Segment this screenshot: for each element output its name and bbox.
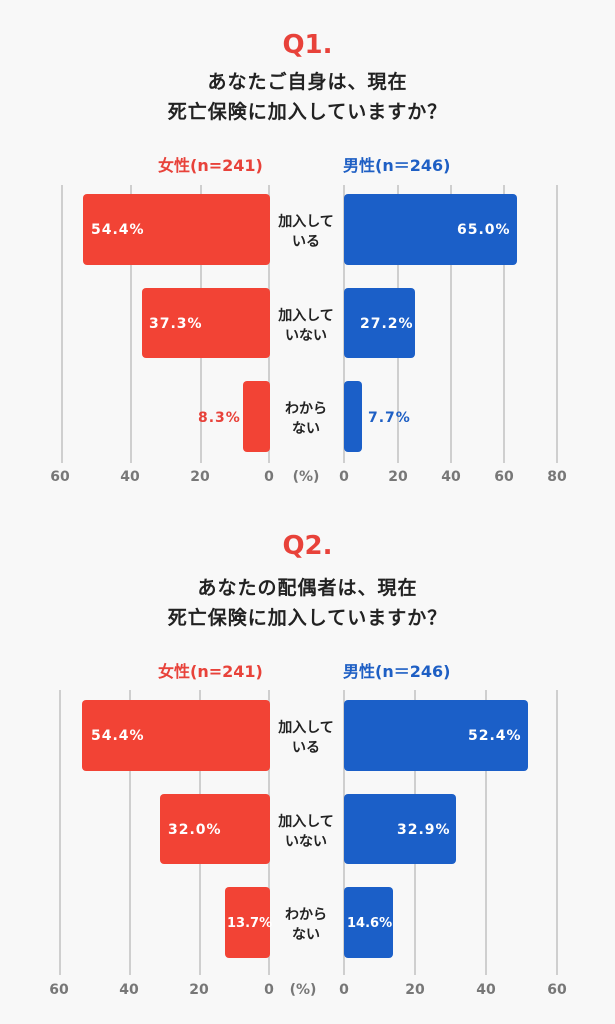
axis-tick: 40 xyxy=(120,469,140,485)
bar-female-unknown xyxy=(225,887,270,958)
legend-male: 男性(n＝246) xyxy=(343,662,451,681)
value-male-unknown: 7.7% xyxy=(368,410,411,426)
axis-tick: 0 xyxy=(264,469,274,485)
gridline xyxy=(485,690,487,975)
axis-tick: 20 xyxy=(189,982,209,998)
category-line: いない xyxy=(285,328,327,344)
bar-male-not-enrolled xyxy=(344,288,415,358)
axis-tick: 20 xyxy=(190,469,210,485)
category-line: わから xyxy=(285,907,327,923)
bar-female-enrolled xyxy=(83,194,270,265)
category-line: ない xyxy=(292,421,320,437)
value-female-not-enrolled: 32.0% xyxy=(168,822,222,838)
axis-tick: 40 xyxy=(476,982,496,998)
chart-q1: Q1. あなたご自身は、現在 死亡保険に加入していますか？ 女性(n=241) … xyxy=(0,0,615,510)
category-unknown: わから ない xyxy=(268,905,344,945)
gridline xyxy=(503,185,505,463)
legend-female: 女性(n=241) xyxy=(158,156,263,175)
axis-unit: (%) xyxy=(289,982,317,998)
category-enrolled: 加入して いる xyxy=(268,212,344,252)
category-line: 加入して xyxy=(278,214,334,230)
axis-unit: (%) xyxy=(292,469,320,485)
axis-tick: 60 xyxy=(49,982,69,998)
bar-female-enrolled xyxy=(82,700,270,771)
axis-tick: 80 xyxy=(547,469,567,485)
bar-female-unknown xyxy=(243,381,270,452)
value-female-unknown: 8.3% xyxy=(198,410,241,426)
axis-tick: 20 xyxy=(405,982,425,998)
value-female-enrolled: 54.4% xyxy=(91,222,145,238)
question-number: Q1. xyxy=(282,30,333,60)
category-line: わから xyxy=(285,401,327,417)
category-unknown: わから ない xyxy=(268,399,344,439)
question-line-1: あなたの配偶者は、現在 xyxy=(197,577,418,599)
value-female-enrolled: 54.4% xyxy=(91,728,145,744)
legend-male: 男性(n＝246) xyxy=(343,156,451,175)
axis-tick: 60 xyxy=(494,469,514,485)
question-line-2: 死亡保険に加入していますか？ xyxy=(167,101,448,123)
question-line-2: 死亡保険に加入していますか？ xyxy=(167,607,448,629)
gridline xyxy=(556,690,558,975)
category-line: 加入して xyxy=(278,720,334,736)
bar-male-enrolled xyxy=(344,194,517,265)
gridline xyxy=(556,185,558,463)
axis-tick: 40 xyxy=(119,982,139,998)
value-male-enrolled: 52.4% xyxy=(468,728,522,744)
gridline xyxy=(129,690,131,975)
category-not-enrolled: 加入して いない xyxy=(268,306,344,346)
gridline xyxy=(130,185,132,463)
bar-female-not-enrolled xyxy=(160,794,270,864)
category-line: 加入して xyxy=(278,308,334,324)
category-enrolled: 加入して いる xyxy=(268,718,344,758)
category-line: いる xyxy=(292,234,320,250)
axis-tick: 60 xyxy=(50,469,70,485)
value-male-not-enrolled: 27.2% xyxy=(360,316,414,332)
axis-tick: 60 xyxy=(547,982,567,998)
bar-male-unknown xyxy=(344,887,393,958)
value-male-not-enrolled: 32.9% xyxy=(397,822,451,838)
category-line: 加入して xyxy=(278,814,334,830)
bar-male-unknown xyxy=(344,381,362,452)
gridline xyxy=(450,185,452,463)
category-line: いない xyxy=(285,834,327,850)
value-male-unknown: 14.6% xyxy=(347,916,393,931)
bar-female-not-enrolled xyxy=(142,288,270,358)
bar-male-not-enrolled xyxy=(344,794,456,864)
axis-tick: 0 xyxy=(339,469,349,485)
axis-tick: 40 xyxy=(441,469,461,485)
value-male-enrolled: 65.0% xyxy=(457,222,511,238)
axis-tick: 20 xyxy=(388,469,408,485)
question-number: Q2. xyxy=(282,531,333,561)
axis-tick: 0 xyxy=(264,982,274,998)
bar-male-enrolled xyxy=(344,700,528,771)
axis-tick: 0 xyxy=(339,982,349,998)
value-female-unknown: 13.7% xyxy=(227,916,273,931)
question-line-1: あなたご自身は、現在 xyxy=(207,71,408,93)
gridline xyxy=(59,690,61,975)
category-not-enrolled: 加入して いない xyxy=(268,812,344,852)
gridline xyxy=(61,185,63,463)
value-female-not-enrolled: 37.3% xyxy=(149,316,203,332)
legend-female: 女性(n=241) xyxy=(158,662,263,681)
category-line: ない xyxy=(292,927,320,943)
category-line: いる xyxy=(292,740,320,756)
